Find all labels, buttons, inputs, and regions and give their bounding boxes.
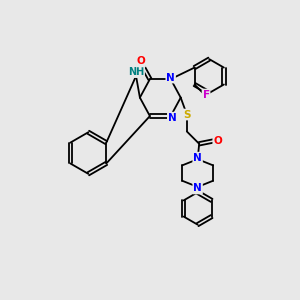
Text: N: N [193,184,202,194]
Text: S: S [183,110,190,119]
Text: O: O [136,56,145,66]
Text: F: F [202,89,210,100]
Text: O: O [213,136,222,146]
Text: NH: NH [128,67,144,77]
Text: N: N [166,73,175,82]
Text: N: N [193,153,202,163]
Text: N: N [168,112,177,123]
